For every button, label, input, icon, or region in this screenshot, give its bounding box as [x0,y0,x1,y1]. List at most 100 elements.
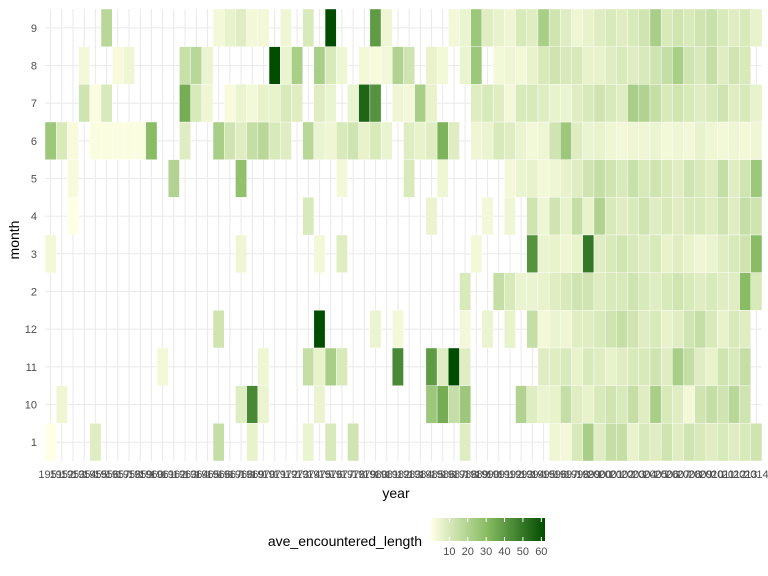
heatmap-cell [660,197,673,236]
heatmap-cell [526,8,539,47]
x-tick-label: 2011 [711,469,735,481]
x-tick-label: 1971 [262,469,286,481]
heatmap-cell [257,8,270,47]
heatmap-cell [582,159,595,198]
x-tick-label: 2001 [599,469,623,481]
heatmap-cell [235,84,247,123]
x-tick-label: 1969 [240,469,264,481]
heatmap-cell [672,347,684,386]
heatmap-cell [123,46,135,85]
legend-tick-label: 40 [498,546,510,558]
heatmap-cell [336,159,348,198]
x-tick-label: 1983 [397,469,421,481]
x-tick-label: 1993 [509,469,533,481]
heatmap-cell [280,8,292,47]
heatmap-cell [616,8,628,47]
heatmap-cell [515,272,527,311]
heatmap-cell [616,310,628,349]
heatmap-cell [627,310,639,349]
x-tick-label: 1960 [139,469,163,481]
heatmap-cell [246,121,259,160]
heatmap-cell [134,121,147,160]
heatmap-cell [739,385,751,424]
heatmap-cell [660,347,673,386]
heatmap-cell [537,234,550,273]
heatmap-cell [89,121,102,160]
heatmap-cell [425,46,438,85]
heatmap-cell [515,121,527,160]
heatmap-cell [593,385,606,424]
heatmap-cell [728,347,740,386]
heatmap-cell [515,8,527,47]
x-tick-label: 2005 [643,469,667,481]
heatmap-cell [425,385,438,424]
heatmap-cell [705,46,718,85]
heatmap-cell [739,423,751,462]
heatmap-cell [436,159,449,198]
x-tick-label: 2013 [733,469,757,481]
heatmap-cell [728,8,740,47]
heatmap-cell [548,423,561,462]
heatmap-cell [235,8,247,47]
heatmap-cell [627,121,639,160]
heatmap-cell [582,385,595,424]
heatmap-cell [560,8,572,47]
heatmap-cell [56,385,68,424]
heatmap-cell [683,234,695,273]
x-axis-title: year [382,485,410,501]
heatmap-cell [358,46,371,85]
heatmap-cell [660,385,673,424]
heatmap-cell [448,8,460,47]
heatmap-cell [526,159,539,198]
heatmap-cell [537,159,550,198]
heatmap-cell [369,8,382,47]
heatmap-cell [604,159,617,198]
heatmap-cell [616,272,628,311]
heatmap-cell [694,347,707,386]
heatmap-cell [548,385,561,424]
x-tick-label: 2006 [655,469,679,481]
heatmap-cell [235,121,247,160]
heatmap-cell [403,84,415,123]
x-tick-label: 1966 [206,469,230,481]
heatmap-cell [481,197,494,236]
heatmap-cell [190,84,203,123]
heatmap-cell [78,84,91,123]
heatmap-cell [582,197,595,236]
heatmap-cell [67,197,79,236]
heatmap-cell [492,272,505,311]
x-tick-label: 1995 [531,469,555,481]
heatmap-cell [571,423,583,462]
x-tick-label: 2003 [621,469,645,481]
heatmap-cell [728,46,740,85]
heatmap-cell [414,121,427,160]
heatmap-cell [324,423,337,462]
heatmap-cell [347,121,359,160]
heatmap-cell [582,234,595,273]
heatmap-cell [336,347,348,386]
heatmap-cell [526,197,539,236]
heatmap-cell [436,46,449,85]
heatmap-cell [268,46,281,85]
heatmap-cell [649,121,662,160]
x-tick-label: 2012 [722,469,746,481]
heatmap-cell [190,46,203,85]
heatmap-cell [459,272,471,311]
heatmap-cell [560,197,572,236]
x-tick-label: 1989 [464,469,488,481]
heatmap-cell [694,272,707,311]
x-tick-label: 2004 [632,469,656,481]
heatmap-cell [425,347,438,386]
heatmap-cell [571,272,583,311]
heatmap-cell [470,234,483,273]
heatmap-cell [560,272,572,311]
x-tick-label: 1987 [442,469,466,481]
heatmap-cell [560,347,572,386]
heatmap-cell [470,8,483,47]
heatmap-cell [548,159,561,198]
heatmap-cell [593,234,606,273]
heatmap-cell [604,385,617,424]
heatmap-cell [67,159,79,198]
heatmap-cell [627,423,639,462]
y-tick-label: 11 [26,362,37,374]
